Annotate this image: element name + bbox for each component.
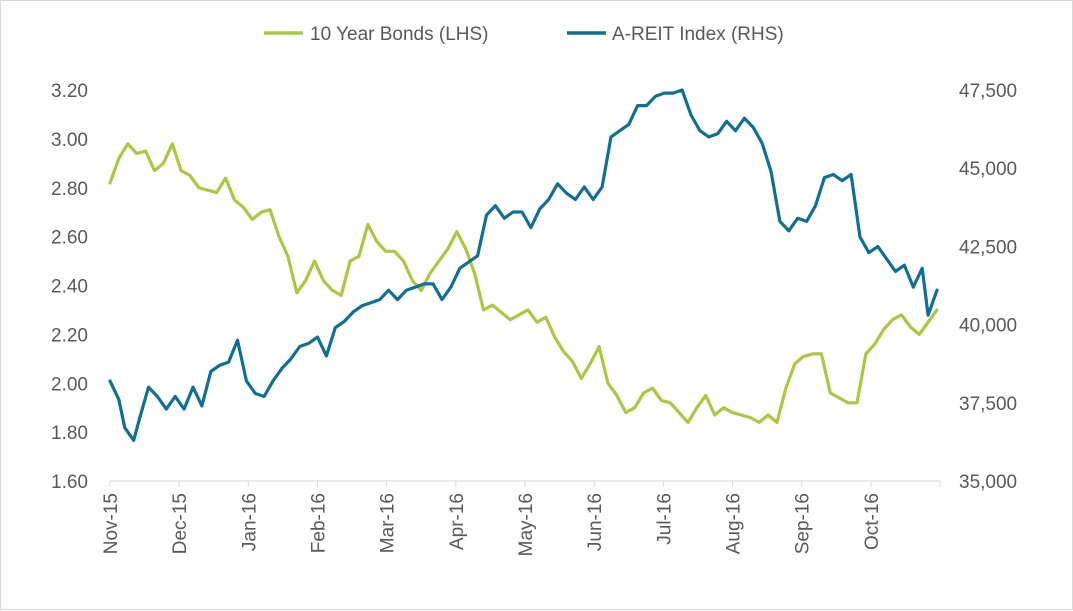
legend-label-areit: A-REIT Index (RHS) (612, 24, 784, 45)
left-tick-label: 3.00 (51, 130, 88, 151)
x-tick-label: Jul-16 (654, 493, 675, 545)
x-tick-label: Dec-15 (170, 493, 191, 554)
right-tick-label: 35,000 (959, 472, 1017, 493)
series-line-areit (108, 88, 939, 442)
x-tick-label: Mar-16 (378, 493, 399, 553)
left-tick-label: 2.40 (51, 277, 88, 298)
x-tick-label: May-16 (516, 493, 537, 556)
x-tick-label: Jun-16 (585, 493, 606, 551)
left-y-axis: 1.60 1.80 2.00 2.20 2.40 2.60 2.80 3.00 3.20 (51, 81, 88, 493)
series-layer (108, 88, 939, 442)
left-tick-label: 3.20 (51, 81, 88, 102)
right-tick-label: 40,000 (959, 316, 1017, 337)
right-y-axis: 35,000 37,500 40,000 42,500 45,000 47,500 (959, 81, 1017, 493)
x-tick-label: Feb-16 (309, 493, 330, 553)
right-tick-label: 45,000 (959, 159, 1017, 180)
x-tick-label: Aug-16 (724, 493, 745, 554)
x-axis: Nov-15 Dec-15 Jan-16 Feb-16 Mar-16 Apr-16 May-… (101, 480, 941, 556)
x-tick-label: Sep-16 (793, 493, 814, 554)
left-tick-label: 2.60 (51, 228, 88, 249)
left-tick-label: 2.80 (51, 179, 88, 200)
x-tick-label: Oct-16 (862, 493, 883, 550)
x-tick-label: Jan-16 (239, 493, 260, 551)
series-line-bonds (108, 142, 939, 424)
left-tick-label: 1.80 (51, 423, 88, 444)
x-tick-label: Nov-15 (101, 493, 122, 554)
right-tick-label: 47,500 (959, 81, 1017, 102)
legend: 10 Year Bonds (LHS) A-REIT Index (RHS) (264, 24, 784, 45)
left-tick-label: 2.20 (51, 325, 88, 346)
x-tick-label: Apr-16 (447, 493, 468, 550)
left-tick-label: 1.60 (51, 472, 88, 493)
right-tick-label: 42,500 (959, 237, 1017, 258)
right-tick-label: 37,500 (959, 394, 1017, 415)
legend-label-bonds: 10 Year Bonds (LHS) (310, 24, 489, 45)
left-tick-label: 2.00 (51, 374, 88, 395)
